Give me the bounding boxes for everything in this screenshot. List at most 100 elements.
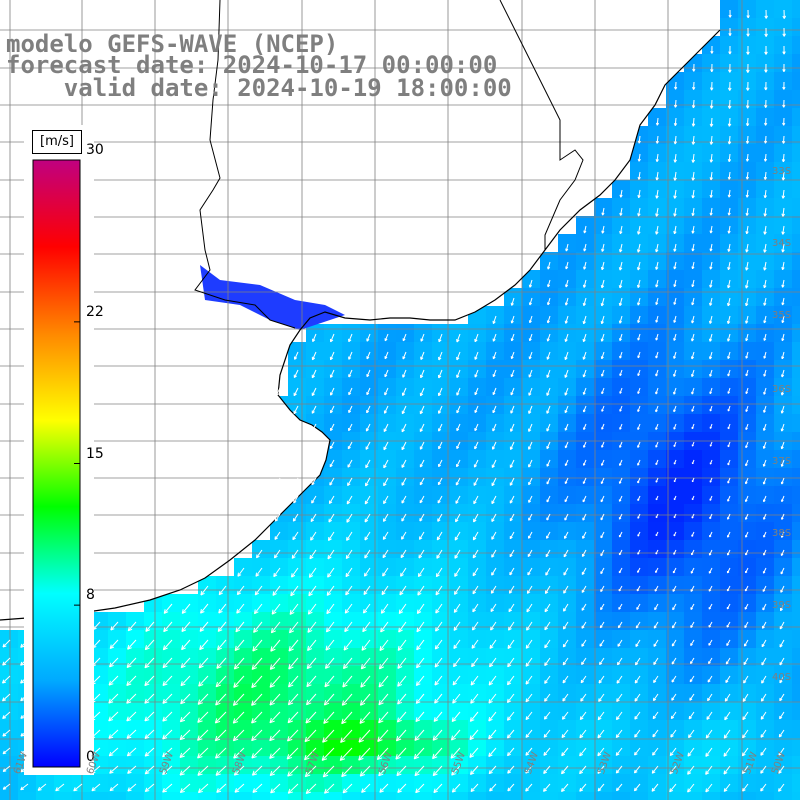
wind-arrow: [600, 297, 605, 307]
wind-arrow: [763, 405, 767, 413]
wind-arrow: [489, 639, 497, 649]
wind-arrow: [763, 225, 767, 235]
wind-arrow: [416, 621, 425, 633]
wind-arrow: [456, 441, 461, 450]
wind-cell: [414, 684, 433, 703]
wind-cell: [162, 720, 181, 739]
wind-cell: [720, 576, 739, 595]
wind-arrow: [348, 423, 353, 432]
wind-arrow: [179, 747, 191, 758]
wind-cell: [270, 630, 289, 649]
wind-cell: [180, 666, 199, 685]
wind-arrow: [419, 477, 425, 486]
wind-arrow: [581, 657, 587, 665]
wind-arrow: [323, 711, 335, 724]
wind-arrow: [218, 603, 227, 614]
wind-cell: [702, 378, 721, 397]
wind-cell: [720, 540, 739, 559]
wind-cell: [522, 486, 541, 505]
wind-arrow: [637, 459, 641, 466]
wind-arrow: [743, 657, 749, 666]
wind-arrow: [20, 783, 29, 791]
wind-arrow: [270, 639, 281, 652]
wind-arrow: [637, 549, 641, 555]
wind-cell: [666, 540, 685, 559]
wind-cell: [504, 414, 523, 433]
wind-cell: [522, 540, 541, 559]
wind-cell: [360, 378, 379, 397]
wind-cell: [720, 612, 739, 631]
wind-arrow: [432, 729, 443, 741]
wind-cell: [306, 342, 325, 361]
wind-cell: [522, 630, 541, 649]
wind-arrow: [726, 585, 731, 592]
wind-arrow: [527, 531, 533, 539]
wind-arrow: [433, 783, 443, 794]
wind-cell: [630, 630, 649, 649]
wind-arrow: [324, 783, 335, 794]
wind-arrow: [506, 675, 515, 686]
wind-cell: [540, 558, 559, 577]
wind-arrow: [780, 531, 785, 538]
wind-arrow: [600, 567, 605, 575]
wind-cell: [540, 450, 559, 469]
wind-arrow: [619, 189, 623, 198]
wind-arrow: [655, 567, 659, 573]
wind-arrow: [508, 603, 515, 613]
wind-arrow: [506, 693, 515, 704]
wind-arrow: [179, 783, 191, 794]
wind-arrow: [709, 135, 714, 145]
wind-cell: [486, 576, 505, 595]
wind-cell: [234, 774, 253, 793]
wind-cell: [576, 486, 595, 505]
wind-arrow: [436, 531, 443, 541]
wind-cell: [414, 648, 433, 667]
wind-arrow: [543, 747, 551, 756]
wind-arrow: [492, 333, 497, 342]
wind-arrow: [637, 405, 641, 412]
wind-arrow: [200, 585, 209, 596]
wind-arrow: [359, 765, 371, 777]
wind-cell: [270, 792, 289, 800]
wind-cell: [414, 738, 433, 757]
wind-cell: [792, 162, 800, 181]
wind-arrow: [652, 711, 659, 720]
colorbar-tick-label: 8: [86, 587, 95, 604]
wind-arrow: [546, 495, 551, 503]
wind-cell: [432, 756, 451, 775]
wind-arrow: [269, 729, 281, 742]
wind-arrow: [637, 495, 641, 502]
wind-arrow: [345, 549, 353, 560]
wind-arrow: [673, 441, 677, 448]
wind-cell: [180, 612, 199, 631]
wind-cell: [468, 522, 487, 541]
wind-cell: [648, 288, 667, 307]
wind-cell: [522, 414, 541, 433]
wind-arrow: [763, 549, 767, 556]
wind-arrow: [746, 9, 750, 19]
wind-cell: [504, 342, 523, 361]
wind-cell: [486, 792, 505, 800]
wind-cell: [306, 792, 325, 800]
wind-cell: [324, 540, 343, 559]
wind-arrow: [691, 531, 695, 537]
wind-cell: [666, 216, 685, 235]
wind-arrow: [413, 747, 425, 760]
wind-cell: [450, 576, 469, 595]
wind-arrow: [544, 693, 551, 702]
wind-cell: [558, 576, 577, 595]
wind-arrow: [691, 297, 695, 306]
wind-cell: [720, 288, 739, 307]
wind-arrow: [545, 549, 551, 558]
wind-arrow: [454, 549, 461, 559]
wind-cell: [342, 414, 361, 433]
wind-cell: [342, 540, 361, 559]
wind-cell: [576, 792, 595, 800]
latitude-label: 38S: [772, 528, 792, 539]
wind-cell: [306, 774, 325, 793]
wind-cell: [594, 270, 613, 289]
wind-arrow: [582, 495, 587, 503]
wind-arrow: [311, 351, 317, 361]
wind-arrow: [456, 369, 461, 378]
wind-arrow: [144, 639, 155, 651]
